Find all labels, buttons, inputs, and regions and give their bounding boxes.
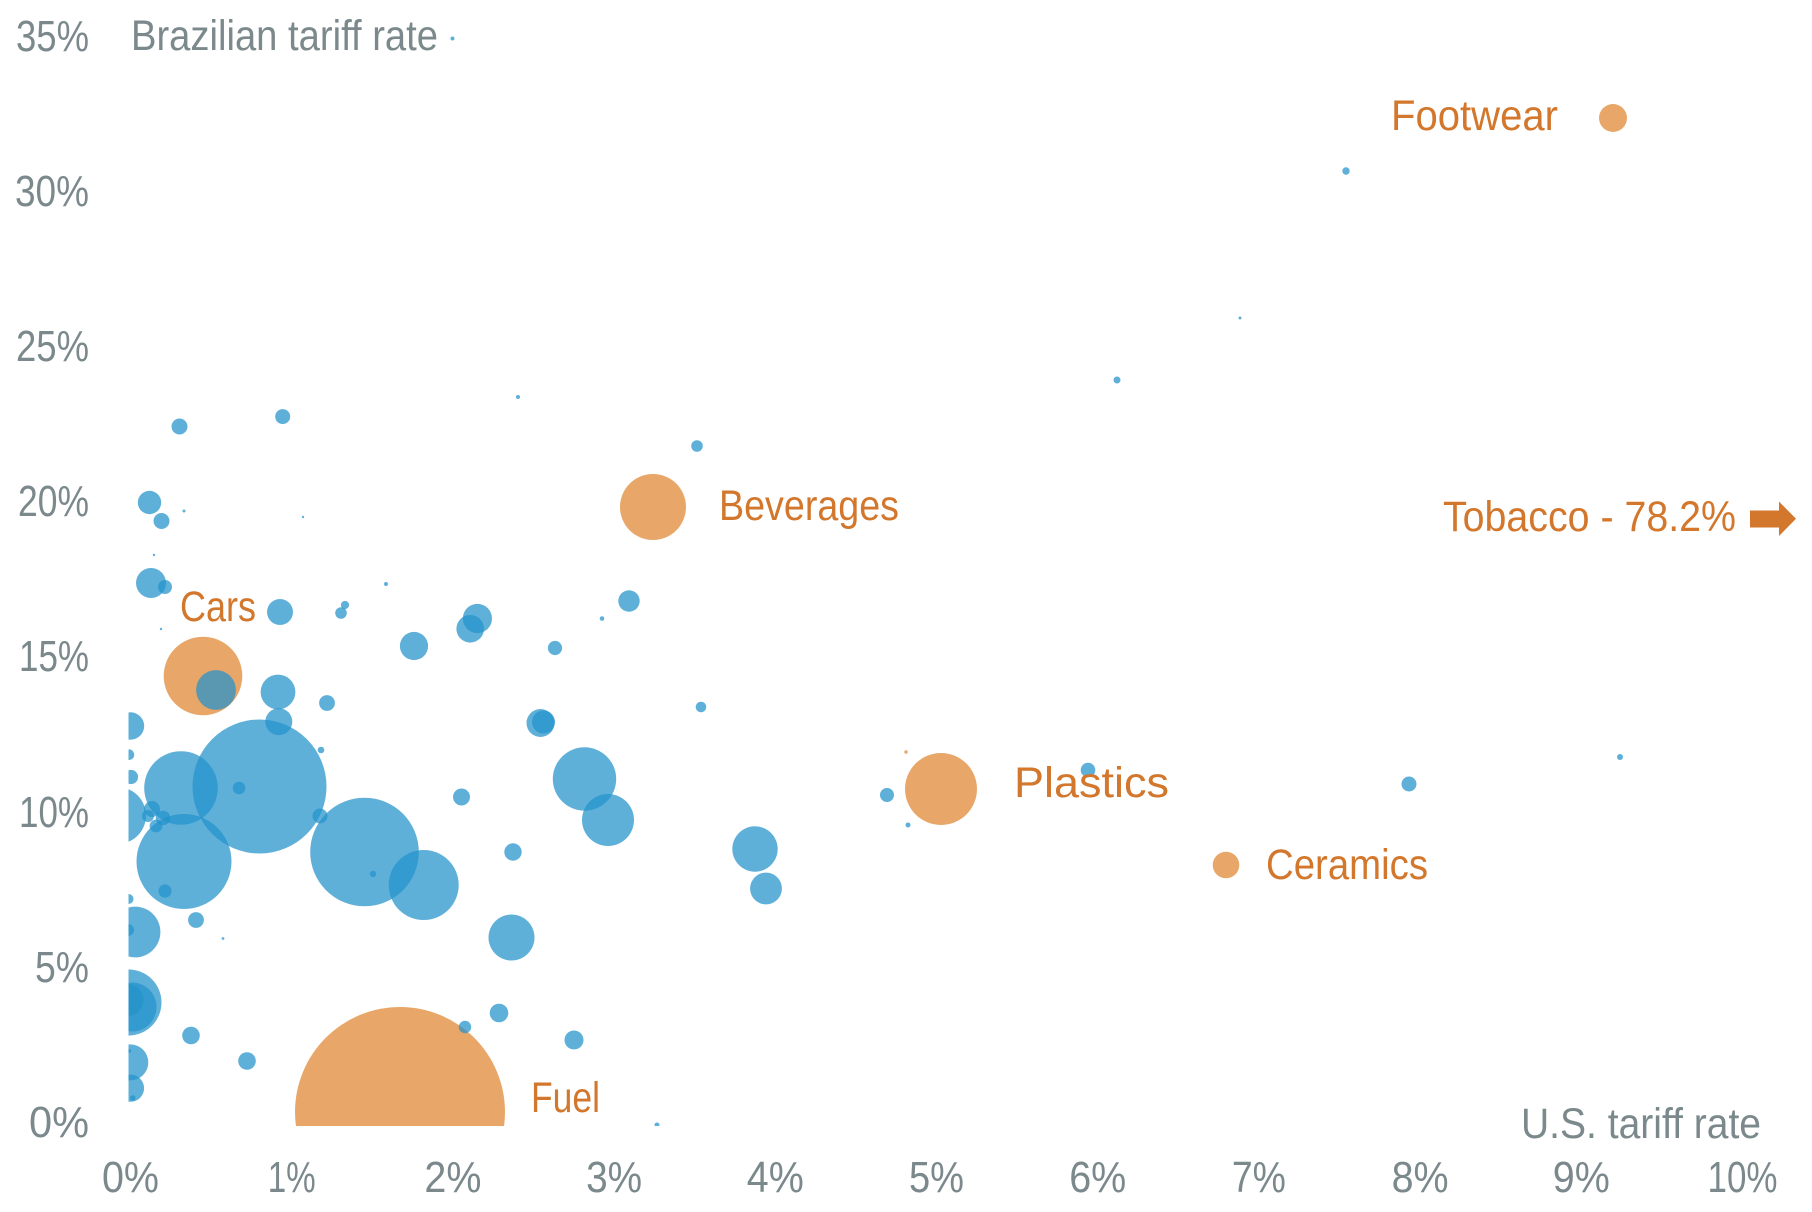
svg-text:3%: 3%: [586, 1153, 642, 1202]
svg-text:Beverages: Beverages: [719, 482, 899, 530]
svg-text:25%: 25%: [16, 322, 89, 371]
svg-text:0%: 0%: [29, 1098, 89, 1147]
svg-text:Ceramics: Ceramics: [1266, 841, 1428, 889]
svg-text:0%: 0%: [102, 1153, 159, 1202]
svg-text:Tobacco - 78.2%: Tobacco - 78.2%: [1443, 493, 1736, 541]
svg-text:Plastics: Plastics: [1014, 759, 1169, 807]
svg-text:Footwear: Footwear: [1391, 92, 1558, 140]
svg-text:10%: 10%: [1708, 1153, 1778, 1202]
svg-text:6%: 6%: [1069, 1153, 1126, 1202]
svg-text:15%: 15%: [19, 632, 89, 681]
svg-text:10%: 10%: [19, 788, 89, 837]
svg-text:5%: 5%: [909, 1153, 964, 1202]
svg-text:7%: 7%: [1232, 1153, 1286, 1202]
svg-text:20%: 20%: [18, 477, 89, 526]
svg-text:9%: 9%: [1553, 1153, 1610, 1202]
svg-text:U.S. tariff rate: U.S. tariff rate: [1521, 1100, 1761, 1148]
svg-text:2%: 2%: [424, 1153, 481, 1202]
svg-text:30%: 30%: [15, 167, 89, 216]
svg-text:5%: 5%: [35, 943, 89, 992]
svg-text:Cars: Cars: [180, 583, 256, 631]
svg-text:Fuel: Fuel: [531, 1074, 600, 1122]
svg-text:35%: 35%: [16, 12, 89, 61]
svg-text:Brazilian tariff rate: Brazilian tariff rate: [131, 12, 438, 60]
svg-text:1%: 1%: [268, 1153, 316, 1202]
svg-text:8%: 8%: [1392, 1153, 1449, 1202]
svg-text:4%: 4%: [747, 1153, 804, 1202]
